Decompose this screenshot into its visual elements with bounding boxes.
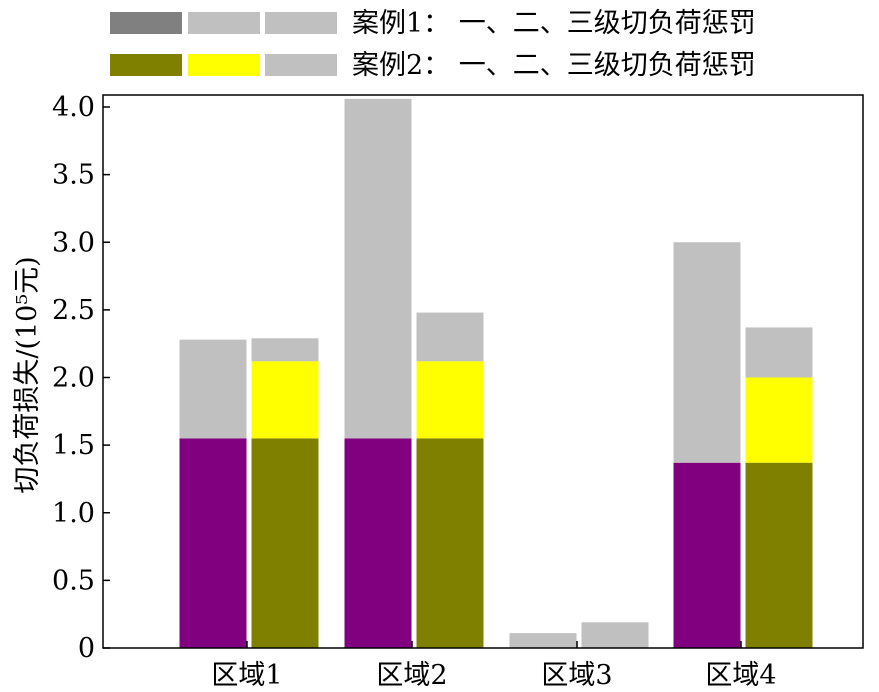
plot-marks: 0 0.5 1.0 1.5 2.0 2.5 3.0 3.5 4.0 区域1 区域2 区域3 区域4: [52, 92, 813, 691]
legend-swatch-case2-level1: [110, 54, 182, 76]
bar-案例2-区域1-三级: [251, 338, 319, 362]
x-tick-label-区域2: 区域2: [376, 660, 447, 691]
legend-swatch-case2-level3: [265, 54, 337, 76]
bar-案例1-区域2-一级: [344, 438, 412, 648]
legend-swatch-case1-level1: [110, 12, 182, 34]
legend-label-case1: 案例1： 一、二、三级切负荷惩罚: [352, 8, 756, 39]
bar-案例2-区域1-二级: [251, 361, 319, 439]
bar-案例2-区域4-二级: [745, 377, 813, 463]
bar-案例2-区域2-三级: [416, 312, 484, 362]
y-tick-label: 0: [78, 633, 95, 664]
plot-frame: [102, 94, 864, 649]
legend-swatch-case1-level2: [188, 12, 260, 34]
bar-案例2-区域4-三级: [745, 327, 813, 378]
bar-案例1-区域3-三级: [509, 633, 577, 648]
bar-案例1-区域4-三级: [673, 242, 741, 463]
legend-swatch-case2-level2: [188, 54, 260, 76]
bar-案例1-区域1-一级: [179, 438, 247, 648]
y-tick-label: 3.0: [52, 227, 95, 258]
legend-label-case2: 案例2： 一、二、三级切负荷惩罚: [352, 50, 756, 81]
y-tick-label: 1.0: [52, 498, 95, 529]
y-tick-label: 0.5: [52, 565, 95, 596]
bar-案例1-区域2-三级: [344, 98, 412, 439]
legend-row-case1: 案例1： 一、二、三级切负荷惩罚: [110, 8, 756, 39]
bar-案例2-区域1-一级: [251, 438, 319, 648]
x-tick-label-区域4: 区域4: [705, 660, 776, 691]
legend-row-case2: 案例2： 一、二、三级切负荷惩罚: [110, 50, 756, 81]
bar-案例1-区域4-一级: [673, 462, 741, 648]
y-tick-label: 2.0: [52, 363, 95, 394]
bar-案例2-区域4-一级: [745, 462, 813, 648]
x-tick-label-区域1: 区域1: [211, 660, 282, 691]
y-tick-label: 1.5: [52, 430, 95, 461]
bar-案例2-区域3-三级: [581, 622, 649, 648]
y-axis-label: 切负荷损失/(10⁵元): [12, 256, 43, 493]
y-tick-label: 2.5: [52, 295, 95, 326]
y-tick-label: 4.0: [52, 92, 95, 123]
y-tick-label: 3.5: [52, 160, 95, 191]
bar-案例2-区域2-一级: [416, 438, 484, 648]
x-tick-label-区域3: 区域3: [541, 660, 612, 691]
legend-swatch-case1-level3: [265, 12, 337, 34]
bar-案例2-区域2-二级: [416, 361, 484, 439]
bar-案例1-区域1-三级: [179, 339, 247, 439]
